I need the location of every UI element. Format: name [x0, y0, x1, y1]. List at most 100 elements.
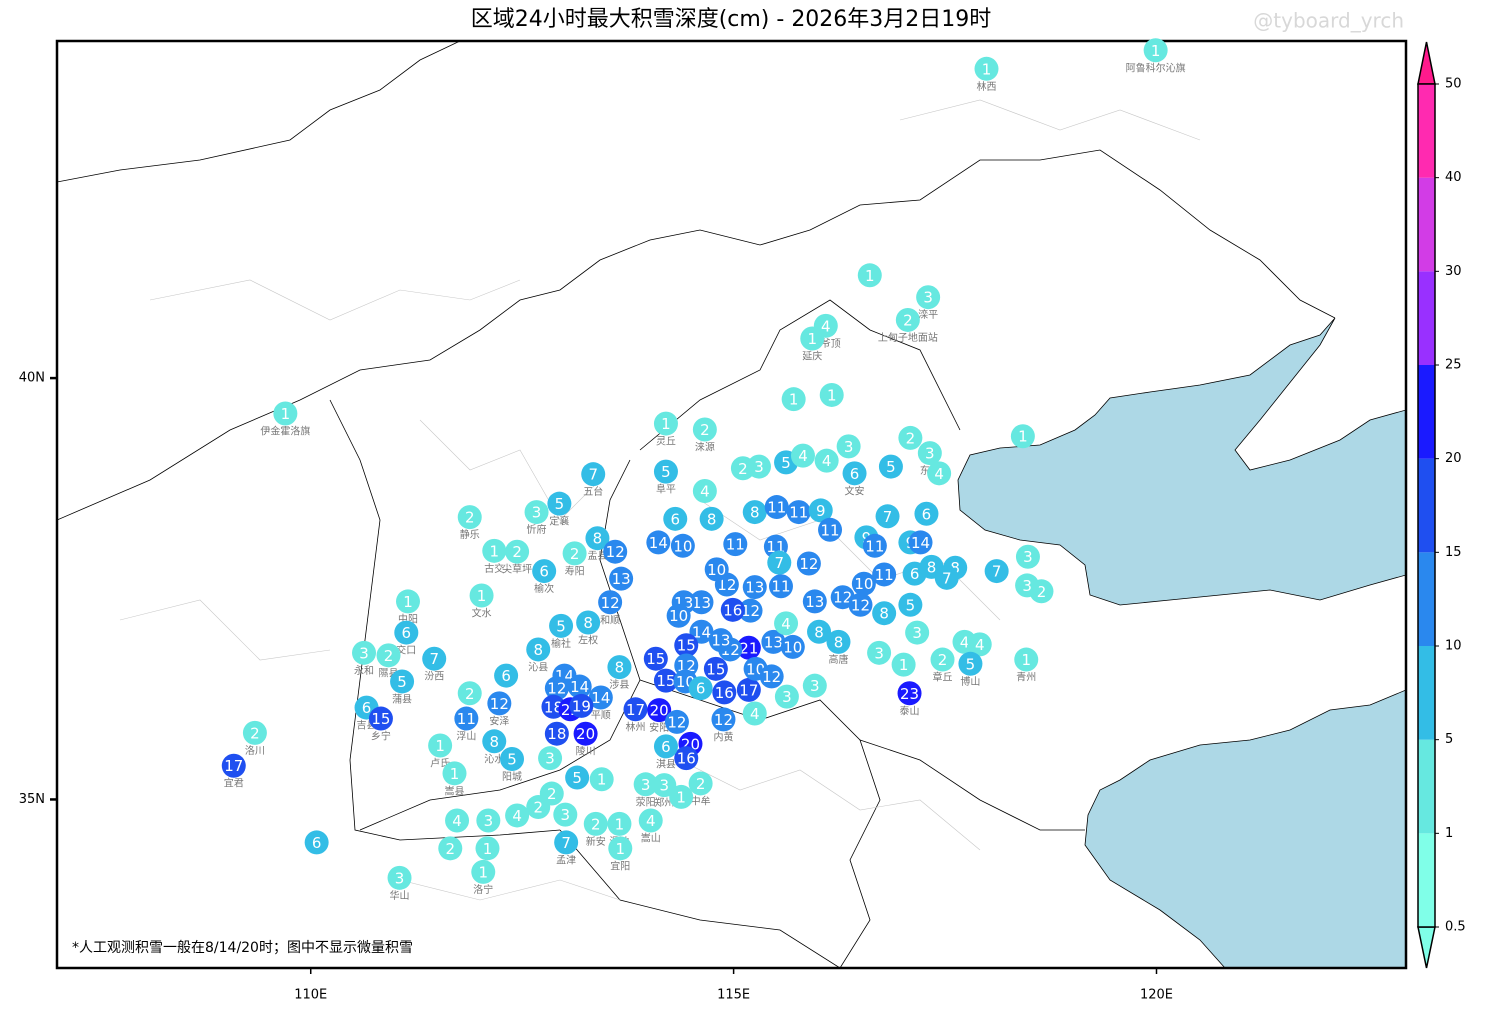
station-marker	[814, 448, 839, 473]
station-marker	[746, 454, 771, 479]
station-value: 5	[507, 751, 517, 769]
station-marker	[808, 498, 833, 523]
station-marker	[670, 533, 695, 558]
station-value: 1	[1021, 651, 1031, 669]
station-value: 13	[745, 579, 764, 597]
station-value: 1	[281, 405, 291, 423]
station-name: 盂县	[587, 550, 607, 562]
station-marker	[532, 559, 557, 584]
station-marker	[544, 676, 569, 701]
station-marker	[585, 526, 610, 551]
station-marker	[242, 720, 267, 745]
y-tick-label: 40N	[19, 371, 45, 386]
station-marker	[974, 56, 999, 81]
station-value: 2	[570, 545, 580, 563]
station-marker	[390, 669, 415, 694]
station-value: 4	[512, 807, 522, 825]
station-value: 2	[938, 651, 948, 669]
station-value: 3	[1022, 577, 1032, 595]
station-marker	[573, 721, 598, 746]
station-marker	[742, 701, 767, 726]
station-value: 12	[717, 576, 736, 594]
station-value: 10	[854, 575, 873, 593]
station-value: 17	[739, 681, 758, 699]
station-name: 林州	[626, 720, 646, 733]
station-name: 定襄	[549, 515, 569, 528]
geography	[57, 41, 1406, 968]
station-value: 2	[906, 429, 916, 447]
station-value: 18	[547, 725, 566, 743]
station-marker	[1010, 424, 1035, 449]
station-name: 灵丘	[656, 436, 676, 448]
station-value: 3	[1023, 548, 1033, 566]
station-name: 和顺	[600, 614, 620, 626]
station-name: 汾西	[424, 671, 444, 683]
station-marker	[767, 550, 792, 575]
station-value: 23	[900, 685, 919, 703]
colorbar-segment	[1418, 365, 1435, 459]
station-marker	[819, 382, 844, 407]
station-value: 6	[501, 667, 511, 685]
station-value: 1	[450, 765, 460, 783]
station-value: 4	[822, 452, 832, 470]
colorbar-tick-label: 0.5	[1445, 920, 1466, 935]
station-marker	[689, 590, 714, 615]
station-marker	[569, 693, 594, 718]
station-marker	[609, 566, 634, 591]
colorbar-segment	[1418, 458, 1435, 553]
station-marker	[826, 629, 851, 654]
station-marker	[638, 808, 663, 833]
station-value: 14	[570, 678, 589, 696]
station-marker	[494, 663, 519, 688]
station-marker	[872, 601, 897, 626]
station-value: 5	[966, 655, 976, 673]
station-marker	[934, 565, 959, 590]
station-marker	[708, 628, 733, 653]
station-value: 8	[489, 733, 499, 751]
station-name: 榆次	[534, 582, 554, 595]
station-value: 5	[555, 495, 565, 513]
station-value: 17	[626, 701, 645, 719]
station-value: 1	[676, 788, 686, 806]
station-value: 7	[588, 466, 598, 484]
station-marker	[588, 685, 613, 710]
station-marker	[482, 729, 507, 754]
station-marker	[652, 773, 677, 798]
station-value: 3	[359, 644, 369, 662]
station-marker	[653, 668, 678, 693]
station-value: 5	[886, 458, 896, 476]
station-value: 7	[883, 508, 893, 526]
station-marker	[898, 592, 923, 617]
station-marker	[544, 721, 569, 746]
station-name: 中牟	[691, 794, 711, 807]
station-name: 内黄	[713, 730, 733, 743]
station-marker	[1014, 647, 1039, 672]
station-name: 青州	[1016, 671, 1036, 684]
colorbar-segment	[1418, 646, 1435, 740]
station-value: 6	[661, 738, 671, 756]
station-marker	[1015, 544, 1040, 569]
station-marker	[633, 772, 658, 797]
station-name: 安泽	[489, 714, 509, 727]
station-marker	[445, 808, 470, 833]
station-value: 5	[572, 769, 582, 787]
station-value: 8	[583, 614, 593, 632]
station-marker	[851, 571, 876, 596]
station-value: 8	[950, 559, 960, 577]
station-marker	[916, 285, 941, 310]
colorbar-segment	[1418, 177, 1435, 272]
station-value: 19	[572, 697, 591, 715]
station-marker	[653, 459, 678, 484]
station-name: 榆社	[551, 637, 571, 650]
station-value: 12	[851, 596, 870, 614]
colorbar-tick-label: 5	[1445, 732, 1453, 747]
station-marker	[736, 635, 761, 660]
station-marker	[565, 765, 590, 790]
x-tick-label: 120E	[1140, 988, 1173, 1003]
station-value: 2	[696, 775, 706, 793]
station-marker	[736, 677, 761, 702]
station-value: 5	[556, 617, 566, 635]
station-value: 10	[669, 607, 688, 625]
station-marker	[742, 500, 767, 525]
